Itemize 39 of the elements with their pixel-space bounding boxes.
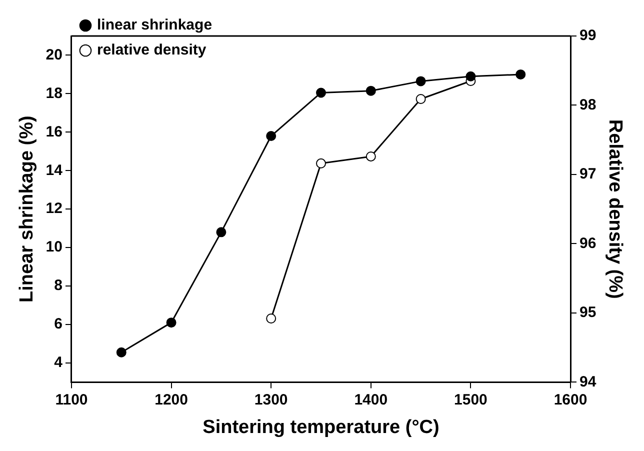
legend-label: linear shrinkage — [96, 16, 212, 34]
point — [266, 131, 276, 142]
y-tick-label: 14 — [46, 162, 64, 179]
y-tick-label: 12 — [46, 200, 62, 218]
point — [116, 347, 126, 358]
y-tick-label: 10 — [46, 238, 62, 256]
point — [366, 86, 376, 96]
point — [166, 318, 176, 328]
y2-tick-label: 98 — [580, 96, 596, 114]
x-tick-label: 1300 — [254, 391, 288, 408]
point — [466, 71, 476, 82]
x-tick-label: 1600 — [554, 391, 588, 408]
x-tick-label: 1400 — [354, 391, 388, 408]
point — [416, 94, 426, 104]
point — [416, 76, 426, 86]
y-tick-label: 8 — [54, 277, 62, 294]
point — [366, 151, 376, 162]
y2-tick-label: 99 — [580, 27, 596, 44]
y2-tick-label: 94 — [580, 373, 597, 390]
x-tick-label: 1100 — [55, 391, 88, 408]
y-tick-label: 6 — [54, 316, 62, 333]
x-axis-title: Sintering temperature (°C) — [202, 416, 440, 438]
point — [516, 69, 526, 80]
y-axis-title: Linear shrinkage (%) — [16, 116, 38, 303]
point — [216, 227, 226, 238]
y-tick-label: 16 — [46, 123, 62, 140]
y-tick-label: 18 — [46, 84, 62, 102]
y-tick-label: 4 — [54, 354, 64, 372]
point — [316, 88, 326, 98]
x-tick-label: 1200 — [154, 391, 188, 408]
point — [266, 314, 276, 324]
y2-tick-label: 95 — [580, 304, 596, 322]
y2-tick-label: 96 — [580, 234, 596, 252]
legend-label: relative density — [96, 42, 207, 59]
y2-tick-label: 97 — [580, 166, 596, 183]
y-tick-label: 20 — [46, 46, 62, 64]
x-tick-label: 1500 — [454, 391, 488, 408]
y2-axis-title: Relative density (%) — [604, 119, 626, 299]
point — [316, 158, 326, 168]
